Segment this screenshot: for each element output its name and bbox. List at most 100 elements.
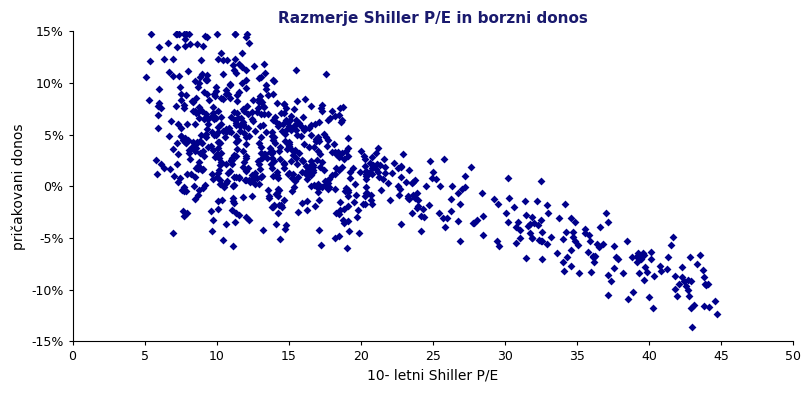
Point: [300, 206, 313, 213]
Point: [174, 125, 187, 131]
Point: [358, 193, 371, 200]
Point: [334, 119, 347, 125]
Point: [684, 324, 697, 331]
Point: [399, 178, 412, 185]
Point: [581, 232, 594, 238]
Point: [245, 116, 258, 122]
Point: [487, 196, 500, 202]
Point: [287, 123, 300, 130]
Point: [249, 181, 262, 187]
Point: [661, 254, 674, 260]
Point: [211, 124, 224, 130]
Point: [239, 214, 252, 220]
Point: [234, 123, 247, 129]
Point: [371, 169, 384, 175]
Point: [372, 174, 385, 180]
Point: [534, 238, 547, 244]
Point: [239, 134, 252, 140]
Point: [453, 238, 466, 244]
Point: [664, 242, 677, 249]
Point: [311, 148, 324, 154]
Point: [402, 196, 415, 202]
Point: [323, 115, 336, 122]
Point: [279, 226, 292, 232]
Point: [224, 129, 237, 135]
Point: [325, 108, 338, 114]
Point: [214, 49, 227, 56]
Point: [311, 181, 324, 188]
Point: [335, 150, 348, 156]
Point: [315, 242, 328, 248]
Point: [333, 105, 345, 112]
Point: [357, 201, 370, 208]
Point: [337, 206, 350, 212]
Point: [300, 197, 313, 204]
Point: [189, 95, 202, 101]
Point: [240, 30, 253, 37]
Point: [268, 139, 281, 146]
Point: [216, 57, 229, 63]
Point: [272, 202, 285, 208]
Point: [180, 171, 193, 177]
Point: [337, 156, 350, 162]
Point: [182, 68, 195, 74]
Point: [281, 119, 294, 125]
Point: [676, 278, 689, 284]
Point: [214, 181, 227, 187]
Point: [233, 89, 246, 95]
Point: [401, 167, 414, 173]
Point: [686, 302, 699, 309]
Point: [269, 191, 282, 197]
Point: [314, 105, 327, 112]
Point: [620, 238, 633, 244]
Point: [266, 150, 279, 156]
Point: [226, 198, 239, 204]
Point: [291, 174, 304, 180]
Point: [212, 139, 225, 145]
Point: [182, 147, 195, 153]
Point: [328, 170, 341, 177]
Point: [696, 267, 709, 273]
Point: [333, 167, 345, 173]
Point: [207, 132, 220, 138]
Point: [212, 206, 225, 212]
Point: [342, 169, 355, 175]
Point: [177, 188, 190, 194]
Point: [186, 143, 199, 150]
Point: [271, 123, 284, 129]
Point: [325, 149, 338, 155]
Point: [248, 128, 261, 134]
Point: [678, 282, 691, 289]
Point: [186, 98, 199, 104]
Point: [267, 134, 280, 141]
Point: [425, 175, 438, 181]
Point: [578, 226, 591, 232]
Point: [440, 214, 453, 221]
Point: [267, 158, 280, 165]
Point: [266, 173, 279, 179]
Point: [281, 125, 294, 132]
Point: [317, 131, 330, 137]
Point: [406, 191, 419, 198]
Point: [164, 117, 177, 124]
Point: [256, 122, 269, 128]
Point: [287, 184, 300, 190]
Point: [253, 93, 266, 99]
Point: [230, 122, 242, 128]
Point: [225, 161, 238, 167]
Point: [241, 165, 254, 171]
Point: [193, 150, 206, 156]
Point: [391, 165, 404, 171]
Point: [637, 277, 650, 283]
Point: [269, 221, 282, 227]
Point: [188, 148, 201, 154]
Point: [188, 108, 201, 114]
Point: [629, 259, 642, 265]
Point: [236, 118, 249, 125]
Point: [234, 128, 247, 134]
Point: [371, 145, 384, 152]
Point: [185, 171, 198, 178]
Point: [255, 144, 268, 150]
Point: [253, 123, 266, 129]
Point: [223, 128, 236, 134]
